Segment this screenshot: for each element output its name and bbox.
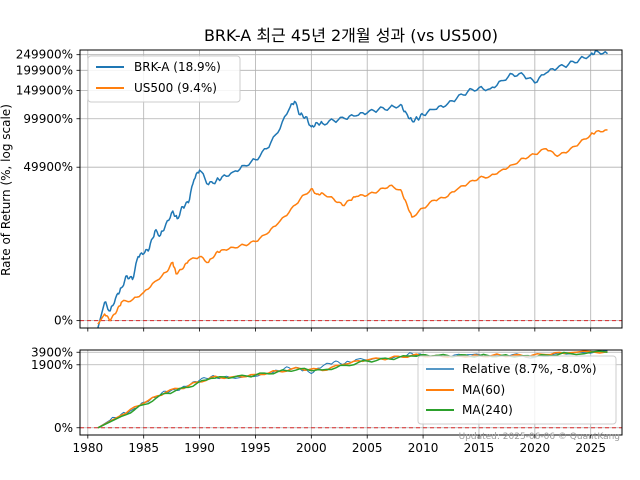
footer-note: Updated: 2025-06-06 © QuantKang <box>459 432 620 442</box>
bottom-legend: Relative (8.7%, -8.0%) MA(60) MA(240) <box>417 355 617 425</box>
top-legend-box <box>87 55 241 103</box>
top-legend: BRK-A (18.9%) US500 (9.4%) <box>87 55 241 103</box>
bottom-y-ticks: 3900%1900% 0% <box>31 345 80 435</box>
y-tick-label-199900pct: 199900% <box>16 63 73 77</box>
y-tick-label-49900pct: 49900% <box>23 160 73 174</box>
y-tick-label-0pct: 0% <box>54 421 73 435</box>
y-tick-label-99900pct: 99900% <box>23 112 73 126</box>
x-tick-label-1990: 1990 <box>184 441 215 455</box>
x-tick-label-2000: 2000 <box>296 441 327 455</box>
legend-label-us500: US500 (9.4%) <box>134 81 217 95</box>
x-tick-label-2010: 2010 <box>408 441 439 455</box>
y-tick-label-249900pct: 249900% <box>16 48 73 62</box>
top-series-line-0 <box>97 49 608 329</box>
top-x-ticks <box>87 328 592 332</box>
y-tick-label-1900pct: 1900% <box>31 358 73 372</box>
y-tick-label-149900pct: 149900% <box>16 83 73 97</box>
legend-label-ma240: MA(240) <box>462 403 513 417</box>
bottom-plot-frame <box>79 349 623 436</box>
top-series-group <box>97 49 608 329</box>
x-tick-label-2020: 2020 <box>520 441 551 455</box>
x-tick-label-2025: 2025 <box>575 441 606 455</box>
x-tick-label-1985: 1985 <box>128 441 159 455</box>
y-tick-label-3900pct: 3900% <box>31 345 73 359</box>
x-tick-label-2005: 2005 <box>352 441 383 455</box>
y-tick-label-0pct: 0% <box>54 314 73 328</box>
top-plot-frame <box>79 49 623 329</box>
bottom-x-ticks: 1980 1985 1990 1995 2000 2005 2010 2015 2020 2025 <box>73 435 606 455</box>
bottom-legend-box <box>417 355 617 425</box>
chart-title: BRK-A 최근 45년 2개월 성과 (vs US500) <box>204 26 498 45</box>
legend-label-brk: BRK-A (18.9%) <box>134 60 221 74</box>
x-tick-label-1995: 1995 <box>240 441 271 455</box>
x-tick-label-1980: 1980 <box>73 441 104 455</box>
top-series-line-1 <box>97 129 608 325</box>
y-axis-label: Rate of Return (%, log scale) <box>0 104 13 276</box>
legend-label-ma60: MA(60) <box>462 383 505 397</box>
top-y-ticks: 249900%199900% 149900% 99900% 49900% 0% <box>16 48 80 328</box>
x-tick-label-2015: 2015 <box>464 441 495 455</box>
legend-label-relative: Relative (8.7%, -8.0%) <box>462 362 597 376</box>
